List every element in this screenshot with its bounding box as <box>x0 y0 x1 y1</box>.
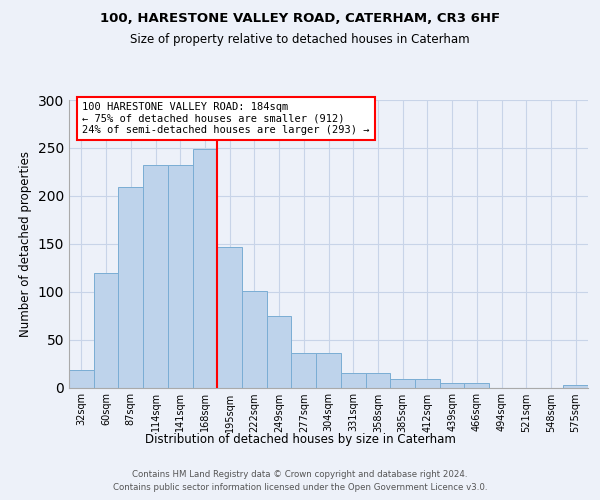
Bar <box>94 272 118 388</box>
Text: 100, HARESTONE VALLEY ROAD, CATERHAM, CR3 6HF: 100, HARESTONE VALLEY ROAD, CATERHAM, CR… <box>100 12 500 26</box>
Bar <box>168 165 193 388</box>
Bar <box>563 384 588 388</box>
Bar <box>69 370 94 388</box>
Bar <box>118 187 143 388</box>
Bar <box>390 379 415 388</box>
Y-axis label: Number of detached properties: Number of detached properties <box>19 151 32 337</box>
Bar <box>143 165 168 388</box>
Text: Contains HM Land Registry data © Crown copyright and database right 2024.: Contains HM Land Registry data © Crown c… <box>132 470 468 479</box>
Bar <box>316 353 341 388</box>
Bar <box>292 353 316 388</box>
Bar <box>440 382 464 388</box>
Bar <box>464 382 489 388</box>
Bar <box>341 373 365 388</box>
Bar <box>365 373 390 388</box>
Text: Contains public sector information licensed under the Open Government Licence v3: Contains public sector information licen… <box>113 482 487 492</box>
Bar <box>242 290 267 388</box>
Bar <box>193 149 217 388</box>
Text: Distribution of detached houses by size in Caterham: Distribution of detached houses by size … <box>145 432 455 446</box>
Bar <box>217 246 242 388</box>
Bar <box>267 316 292 388</box>
Bar <box>415 379 440 388</box>
Text: 100 HARESTONE VALLEY ROAD: 184sqm
← 75% of detached houses are smaller (912)
24%: 100 HARESTONE VALLEY ROAD: 184sqm ← 75% … <box>82 102 370 135</box>
Text: Size of property relative to detached houses in Caterham: Size of property relative to detached ho… <box>130 32 470 46</box>
